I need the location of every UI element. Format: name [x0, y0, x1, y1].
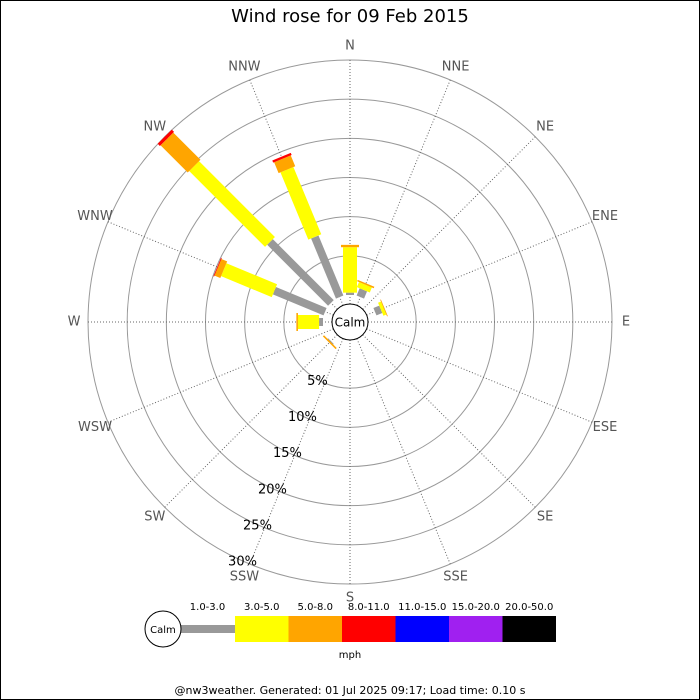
bar-segment — [373, 305, 383, 316]
legend-label: 20.0-50.0 — [505, 602, 553, 613]
direction-label: NE — [536, 119, 554, 134]
bar-segment — [357, 279, 375, 289]
bar-segment — [189, 161, 275, 247]
bar-segment — [327, 338, 334, 345]
bar-segment — [356, 288, 368, 299]
bar-segment — [160, 132, 201, 173]
legend-label: 8.0-11.0 — [348, 602, 390, 613]
direction-label: N — [345, 39, 355, 54]
bar-segment — [221, 263, 278, 298]
bar-segment — [267, 239, 334, 306]
direction-label: S — [346, 591, 354, 606]
direction-label: ESE — [593, 420, 618, 435]
bar-segment — [157, 129, 175, 147]
direction-label: NNE — [442, 60, 470, 75]
bar-segment — [280, 167, 322, 240]
r-tick-label: 30% — [228, 555, 257, 570]
bars — [157, 129, 388, 350]
bar-segment — [380, 299, 388, 317]
calm-circle — [331, 303, 369, 341]
direction-label: SSE — [443, 569, 468, 584]
r-tick-label: 5% — [307, 374, 328, 389]
legend-swatch — [342, 616, 396, 642]
bar-segment — [296, 313, 298, 331]
legend-label: 5.0-8.0 — [298, 602, 333, 613]
legend-swatch — [502, 616, 556, 642]
direction-label: WSW — [78, 420, 112, 435]
direction-label: NW — [144, 119, 167, 134]
bar-segment — [213, 257, 222, 277]
bar-segment — [356, 282, 372, 293]
bar-segment — [311, 235, 344, 299]
direction-label: E — [622, 315, 630, 330]
direction-label: ENE — [592, 209, 618, 224]
direction-label: SW — [144, 510, 165, 525]
direction-label: SSW — [230, 569, 260, 584]
bar-segment — [272, 152, 292, 163]
r-tick-label: 20% — [258, 482, 287, 497]
legend-swatch — [288, 616, 342, 642]
bar-segment — [322, 335, 337, 350]
legend-swatch — [235, 616, 289, 642]
direction-label: WNW — [77, 209, 113, 224]
legend-swatch — [395, 616, 449, 642]
legend-calm-label: Calm — [150, 625, 176, 636]
r-tick-label: 25% — [243, 519, 272, 534]
legend-calm — [144, 610, 182, 648]
legend-label: 3.0-5.0 — [244, 602, 279, 613]
bar-segment — [346, 292, 354, 295]
bar-segment — [341, 244, 359, 248]
bar-segment — [319, 318, 324, 326]
legend-label: 15.0-20.0 — [452, 602, 500, 613]
bar-segment — [214, 258, 228, 279]
legend-unit: mph — [339, 650, 361, 661]
bar-segment — [297, 315, 320, 329]
legend-label: 11.0-15.0 — [398, 602, 446, 613]
footer: @nw3weather. Generated: 01 Jul 2025 09:1… — [175, 684, 526, 697]
direction-label: NNW — [228, 60, 260, 75]
calm-label: Calm — [335, 316, 366, 330]
r-tick-label: 15% — [273, 446, 302, 461]
legend-label: 1.0-3.0 — [190, 602, 225, 613]
bar-segment — [343, 247, 357, 293]
direction-label: SE — [537, 510, 553, 525]
bar-segment — [272, 286, 327, 316]
bar-segment — [378, 301, 387, 316]
bar-segment — [274, 155, 296, 174]
legend-swatch — [449, 616, 503, 642]
r-tick-label: 10% — [288, 410, 317, 425]
chart-title: Wind rose for 09 Feb 2015 — [231, 6, 469, 27]
direction-label: W — [68, 315, 81, 330]
